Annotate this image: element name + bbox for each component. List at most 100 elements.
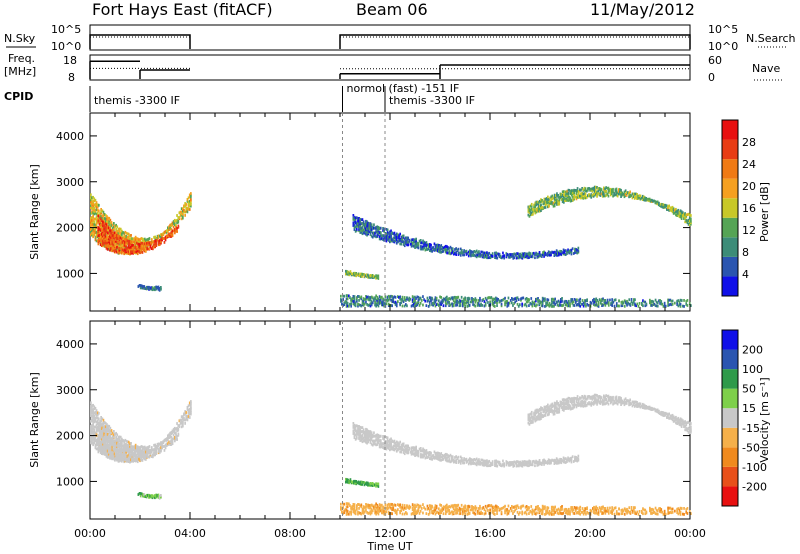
power-echo-cell: [537, 254, 540, 257]
cpid-segment-label: themis -3300 IF: [389, 94, 475, 107]
power-echo-cell: [408, 299, 411, 302]
velocity-echo-cell: [93, 437, 96, 440]
power-echo-cell: [394, 295, 397, 299]
velocity-echo-cell: [97, 427, 100, 431]
power-echo-cell: [622, 192, 625, 196]
power-echo-cell: [140, 241, 143, 245]
power-echo-cell: [92, 204, 94, 208]
power-echo-cell: [141, 247, 144, 250]
power-echo-cell: [169, 232, 172, 236]
velocity-echo-cell: [568, 405, 571, 409]
nave-label: Nave: [752, 62, 780, 75]
power-echo-cell: [482, 251, 485, 255]
power-echo-cell: [93, 197, 96, 201]
power-echo-cell: [386, 299, 389, 303]
power-echo-cell: [371, 301, 374, 305]
velocity-echo-cell: [555, 402, 557, 405]
velocity-echo-cell: [560, 406, 563, 409]
power-echo-cell: [686, 304, 689, 307]
power-echo-cell: [529, 255, 532, 258]
power-echo-cell: [572, 195, 574, 199]
power-echo-cell: [345, 302, 348, 306]
velocity-echo-cell: [93, 416, 96, 419]
power-echo-cell: [598, 192, 601, 196]
power-echo-cell: [608, 190, 611, 194]
power-echo-cell: [345, 269, 347, 273]
velocity-echo-cell: [355, 433, 358, 436]
velocity-echo-cell: [505, 462, 508, 465]
velocity-echo-cell: [503, 462, 505, 466]
velocity-echo-cell: [102, 422, 105, 426]
velocity-echo-cell: [537, 417, 540, 421]
power-echo-cell: [394, 233, 397, 237]
power-echo-cell: [375, 298, 377, 302]
velocity-echo-cell: [538, 407, 541, 411]
velocity-echo-cell: [415, 453, 417, 457]
power-echo-cell: [142, 238, 145, 241]
power-echo-cell: [644, 300, 647, 304]
velocity-echo-cell: [365, 438, 367, 441]
power-echo-cell: [547, 250, 550, 254]
velocity-echo-cell: [95, 426, 98, 430]
power-echo-cell: [563, 300, 566, 304]
power-echo-cell: [682, 304, 684, 308]
power-echo-cell: [450, 296, 453, 300]
velocity-echo-cell: [385, 442, 388, 446]
power-echo-cell: [138, 284, 141, 287]
power-echo-cell: [469, 251, 471, 255]
velocity-echo-cell: [387, 440, 390, 443]
power-echo-cell: [582, 304, 585, 308]
power-echo-cell: [579, 188, 581, 192]
power-echo-cell: [95, 208, 98, 212]
power-echo-cell: [145, 250, 147, 253]
velocity-echo-cell: [543, 410, 546, 413]
velocity-echo-cell: [98, 417, 100, 421]
velocity-echo-cell: [108, 428, 111, 432]
power-echo-cell: [601, 190, 604, 194]
power-echo-cell: [535, 210, 538, 214]
power-echo-cell: [540, 200, 542, 204]
velocity-echo-cell: [495, 462, 497, 465]
power-echo-cell: [99, 243, 102, 247]
power-echo-cell: [93, 206, 96, 210]
power-echo-cell: [471, 250, 473, 254]
power-echo-cell: [91, 218, 93, 222]
velocity-echo-cell: [133, 445, 136, 448]
colorbar-tick-label: 16: [742, 202, 756, 215]
power-echo-cell: [92, 219, 94, 222]
power-echo-cell: [128, 244, 131, 248]
velocity-echo-cell: [99, 431, 102, 435]
power-echo-cell: [382, 301, 384, 305]
power-echo-cell: [95, 230, 98, 234]
power-echo-cell: [496, 297, 498, 301]
velocity-echo-cell: [95, 430, 98, 434]
power-echo-cell: [624, 193, 627, 196]
power-echo-cell: [156, 237, 159, 240]
power-echo-cell: [561, 251, 564, 254]
cpid-segment-label: themis -3300 IF: [94, 94, 180, 107]
velocity-echo-cell: [415, 445, 417, 449]
velocity-echo-cell: [132, 459, 134, 463]
power-echo-cell: [108, 222, 111, 226]
power-echo-cell: [429, 243, 431, 246]
power-echo-cell: [172, 222, 175, 225]
velocity-echo-cell: [442, 457, 445, 461]
power-echo-cell: [182, 207, 184, 211]
cpid-segment-label: normol (fast) -151 IF: [347, 82, 460, 95]
power-echo-cell: [174, 231, 176, 235]
power-echo-cell: [605, 190, 607, 193]
power-echo-cell: [663, 304, 666, 308]
power-echo-cell: [545, 253, 548, 256]
velocity-echo-cell: [463, 457, 465, 460]
power-echo-cell: [488, 296, 490, 299]
power-echo-cell: [570, 252, 573, 256]
velocity-echo-cell: [125, 452, 127, 456]
power-ylabel: Slant Range [km]: [28, 164, 41, 260]
power-echo-cell: [533, 302, 536, 306]
power-echo-cell: [362, 273, 365, 276]
power-echo-cell: [406, 238, 408, 242]
power-echo-cell: [370, 303, 373, 307]
power-echo-cell: [556, 200, 558, 204]
power-echo-cell: [131, 247, 134, 250]
velocity-echo-cell: [91, 414, 93, 418]
